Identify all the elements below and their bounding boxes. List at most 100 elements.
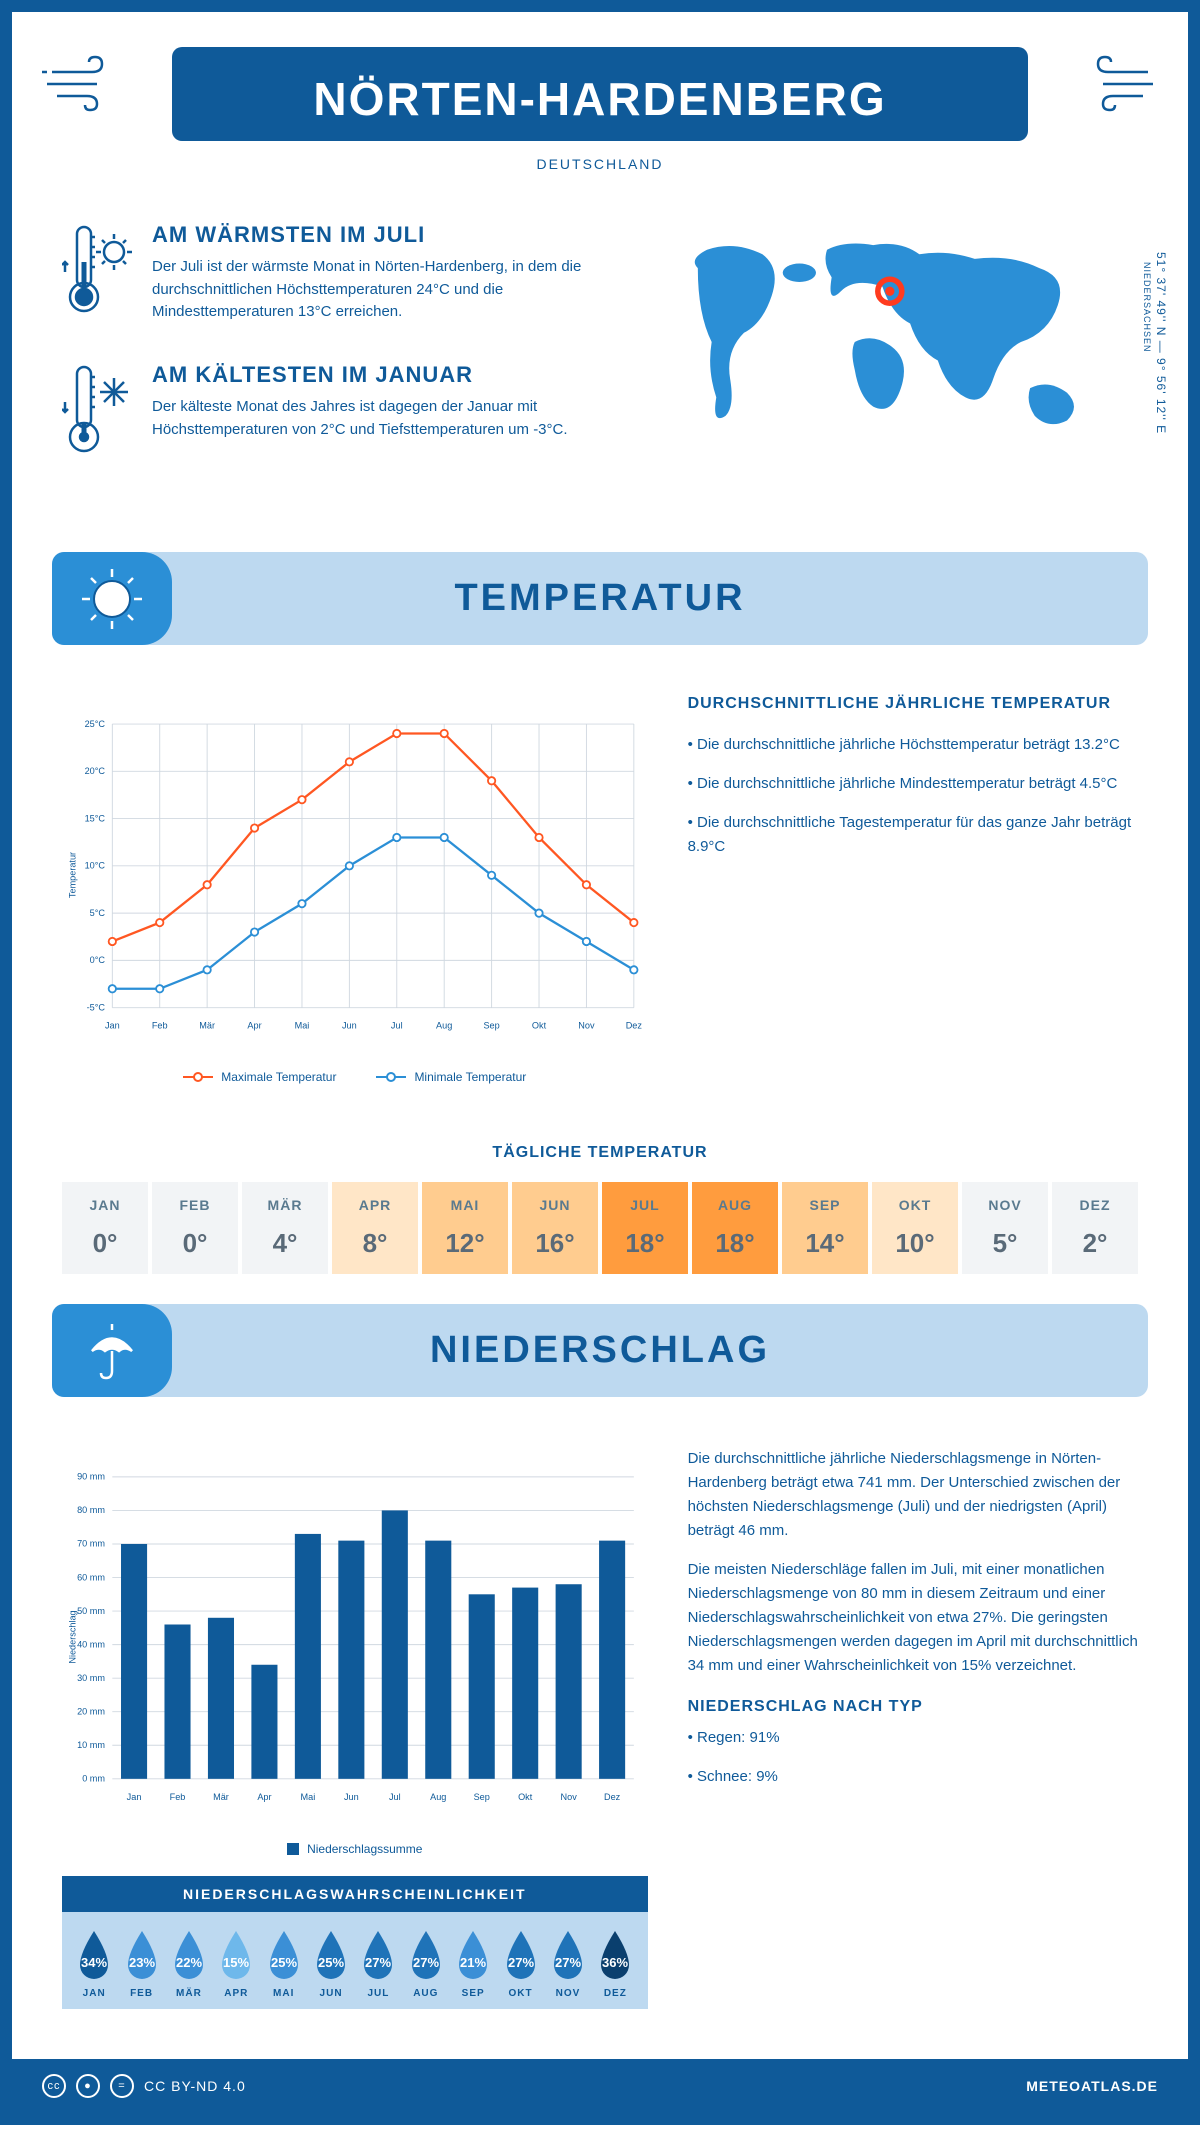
- svg-text:40 mm: 40 mm: [77, 1639, 105, 1649]
- precip-prob-cell: 23%FEB: [119, 1927, 163, 1999]
- precip-legend: Niederschlagssumme: [62, 1842, 648, 1856]
- svg-text:10°C: 10°C: [85, 861, 106, 871]
- header: NÖRTEN-HARDENBERG DEUTSCHLAND: [12, 12, 1188, 192]
- svg-text:60 mm: 60 mm: [77, 1572, 105, 1582]
- daily-temp-cell: MÄR4°: [242, 1182, 328, 1274]
- cc-icon: cc: [42, 2074, 66, 2098]
- svg-text:34%: 34%: [81, 1955, 107, 1970]
- svg-text:Sep: Sep: [474, 1792, 490, 1802]
- country-subtitle: DEUTSCHLAND: [42, 156, 1158, 172]
- daily-temp-cell: NOV5°: [962, 1182, 1048, 1274]
- warmest-text: Der Juli ist der wärmste Monat in Nörten…: [152, 256, 605, 324]
- temperature-section-header: TEMPERATUR: [52, 552, 1148, 645]
- svg-text:30 mm: 30 mm: [77, 1673, 105, 1683]
- svg-text:20°C: 20°C: [85, 766, 106, 776]
- temperature-text: DURCHSCHNITTLICHE JÄHRLICHE TEMPERATUR •…: [688, 695, 1138, 1084]
- svg-text:Jul: Jul: [391, 1021, 403, 1031]
- temp-legend: Maximale Temperatur Minimale Temperatur: [62, 1070, 648, 1084]
- svg-text:10 mm: 10 mm: [77, 1740, 105, 1750]
- precip-prob-cell: 25%MAI: [262, 1927, 306, 1999]
- svg-text:Dez: Dez: [626, 1021, 643, 1031]
- daily-temp-cell: DEZ2°: [1052, 1182, 1138, 1274]
- svg-text:25°C: 25°C: [85, 719, 106, 729]
- precip-prob-cell: 27%OKT: [498, 1927, 542, 1999]
- svg-text:5°C: 5°C: [90, 908, 106, 918]
- precip-prob-cell: 22%MÄR: [167, 1927, 211, 1999]
- svg-text:Jun: Jun: [342, 1021, 357, 1031]
- daily-temp-cell: APR8°: [332, 1182, 418, 1274]
- svg-text:-5°C: -5°C: [87, 1002, 106, 1012]
- precipitation-probability: NIEDERSCHLAGSWAHRSCHEINLICHKEIT 34%JAN23…: [62, 1876, 648, 2009]
- svg-text:15°C: 15°C: [85, 813, 106, 823]
- precip-prob-cell: 27%AUG: [404, 1927, 448, 1999]
- world-map-icon: [645, 222, 1138, 462]
- svg-text:15%: 15%: [223, 1955, 249, 1970]
- svg-text:Nov: Nov: [561, 1792, 578, 1802]
- svg-text:23%: 23%: [129, 1955, 155, 1970]
- svg-text:Mär: Mär: [199, 1021, 215, 1031]
- umbrella-icon: [52, 1304, 172, 1397]
- svg-text:27%: 27%: [365, 1955, 391, 1970]
- precip-prob-cell: 27%JUL: [356, 1927, 400, 1999]
- coldest-block: AM KÄLTESTEN IM JANUAR Der kälteste Mona…: [62, 362, 605, 467]
- svg-text:Niederschlag: Niederschlag: [68, 1610, 78, 1663]
- temperature-chart-row: -5°C0°C5°C10°C15°C20°C25°CJanFebMärAprMa…: [12, 665, 1188, 1114]
- svg-text:90 mm: 90 mm: [77, 1472, 105, 1482]
- precipitation-text: Die durchschnittliche jährliche Niedersc…: [688, 1447, 1138, 2029]
- precip-prob-cell: 34%JAN: [72, 1927, 116, 1999]
- page-title: NÖRTEN-HARDENBERG: [192, 72, 1008, 126]
- footer: cc ● = CC BY-ND 4.0 METEOATLAS.DE: [12, 2059, 1188, 2113]
- title-banner: NÖRTEN-HARDENBERG: [172, 47, 1028, 141]
- sun-icon: [52, 552, 172, 645]
- precip-prob-cell: 36%DEZ: [593, 1927, 637, 1999]
- daily-temp-grid: JAN0°FEB0°MÄR4°APR8°MAI12°JUN16°JUL18°AU…: [62, 1182, 1138, 1274]
- svg-text:Jun: Jun: [344, 1792, 359, 1802]
- daily-temp-cell: JAN0°: [62, 1182, 148, 1274]
- daily-temp-title: TÄGLICHE TEMPERATUR: [12, 1144, 1188, 1162]
- svg-text:25%: 25%: [318, 1955, 344, 1970]
- daily-temp-cell: JUL18°: [602, 1182, 688, 1274]
- svg-text:21%: 21%: [460, 1955, 486, 1970]
- svg-text:80 mm: 80 mm: [77, 1505, 105, 1515]
- svg-text:Apr: Apr: [257, 1792, 271, 1802]
- svg-text:Dez: Dez: [604, 1792, 621, 1802]
- wind-icon: [1058, 52, 1158, 112]
- temperature-line-chart: -5°C0°C5°C10°C15°C20°C25°CJanFebMärAprMa…: [62, 695, 648, 1055]
- svg-text:Feb: Feb: [152, 1021, 168, 1031]
- main-container: NÖRTEN-HARDENBERG DEUTSCHLAND: [0, 0, 1200, 2125]
- svg-text:Feb: Feb: [170, 1792, 186, 1802]
- coordinates: 51° 37' 49'' N — 9° 56' 12'' E NIEDERSAC…: [1140, 252, 1168, 502]
- intro-section: AM WÄRMSTEN IM JULI Der Juli ist der wär…: [12, 192, 1188, 532]
- coldest-title: AM KÄLTESTEN IM JANUAR: [152, 362, 605, 388]
- svg-text:Mär: Mär: [213, 1792, 229, 1802]
- svg-text:Temperatur: Temperatur: [68, 852, 78, 898]
- warmest-block: AM WÄRMSTEN IM JULI Der Juli ist der wär…: [62, 222, 605, 327]
- svg-text:0 mm: 0 mm: [82, 1774, 105, 1784]
- svg-text:Jan: Jan: [127, 1792, 142, 1802]
- precip-prob-cell: 25%JUN: [309, 1927, 353, 1999]
- svg-text:Aug: Aug: [430, 1792, 446, 1802]
- svg-text:27%: 27%: [508, 1955, 534, 1970]
- license-text: CC BY-ND 4.0: [144, 2078, 246, 2094]
- svg-text:0°C: 0°C: [90, 955, 106, 965]
- svg-text:Apr: Apr: [247, 1021, 261, 1031]
- svg-text:27%: 27%: [413, 1955, 439, 1970]
- precipitation-heading: NIEDERSCHLAG: [82, 1329, 1118, 1372]
- svg-text:Sep: Sep: [483, 1021, 499, 1031]
- coldest-text: Der kälteste Monat des Jahres ist dagege…: [152, 396, 605, 441]
- svg-text:20 mm: 20 mm: [77, 1706, 105, 1716]
- precip-prob-cell: 15%APR: [214, 1927, 258, 1999]
- svg-text:70 mm: 70 mm: [77, 1539, 105, 1549]
- daily-temp-cell: JUN16°: [512, 1182, 598, 1274]
- svg-text:Jul: Jul: [389, 1792, 401, 1802]
- thermometer-sun-icon: [62, 222, 132, 327]
- thermometer-snow-icon: [62, 362, 132, 467]
- svg-text:22%: 22%: [176, 1955, 202, 1970]
- svg-text:Mai: Mai: [301, 1792, 316, 1802]
- daily-temp-cell: SEP14°: [782, 1182, 868, 1274]
- warmest-title: AM WÄRMSTEN IM JULI: [152, 222, 605, 248]
- svg-text:50 mm: 50 mm: [77, 1606, 105, 1616]
- daily-temp-cell: AUG18°: [692, 1182, 778, 1274]
- daily-temp-cell: OKT10°: [872, 1182, 958, 1274]
- svg-text:25%: 25%: [271, 1955, 297, 1970]
